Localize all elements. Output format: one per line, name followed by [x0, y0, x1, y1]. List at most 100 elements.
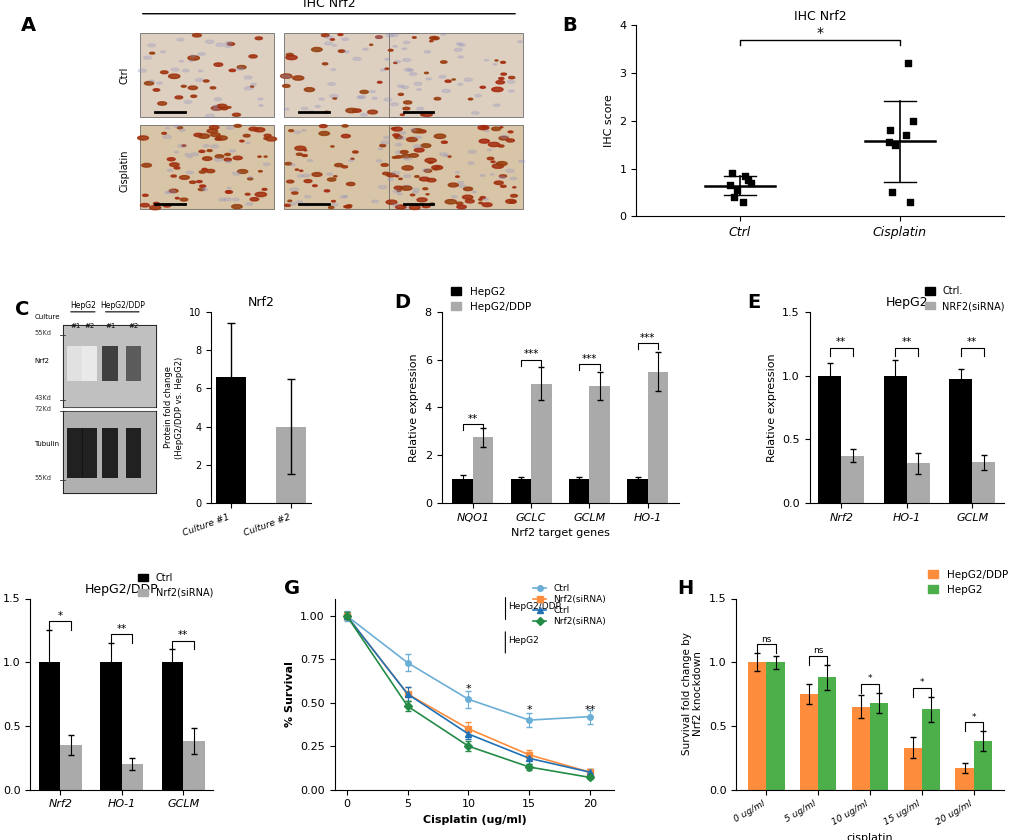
Point [729, 183, 745, 197]
Circle shape [138, 136, 148, 140]
Circle shape [342, 38, 349, 40]
Circle shape [217, 104, 227, 108]
Circle shape [518, 160, 524, 162]
Circle shape [168, 74, 179, 78]
Circle shape [302, 155, 307, 156]
Circle shape [485, 130, 489, 132]
Circle shape [204, 80, 209, 82]
Bar [800, 694, 818, 790]
Circle shape [425, 72, 428, 74]
Circle shape [380, 69, 386, 71]
Circle shape [448, 183, 458, 187]
Circle shape [393, 62, 396, 64]
Circle shape [390, 102, 399, 106]
Circle shape [289, 202, 296, 205]
Circle shape [199, 150, 205, 153]
Circle shape [227, 43, 234, 45]
Text: **: ** [967, 337, 977, 347]
Circle shape [171, 68, 179, 71]
Circle shape [464, 78, 473, 81]
Circle shape [330, 95, 339, 97]
Circle shape [216, 136, 227, 140]
Bar [67, 428, 83, 478]
Circle shape [351, 158, 354, 160]
Circle shape [245, 193, 250, 195]
Circle shape [427, 178, 436, 182]
Circle shape [311, 48, 322, 51]
Bar [818, 375, 842, 503]
Circle shape [344, 196, 348, 197]
Circle shape [418, 130, 426, 133]
Circle shape [393, 190, 401, 193]
Circle shape [480, 197, 486, 198]
Bar [569, 479, 589, 503]
Circle shape [391, 171, 400, 175]
Point [735, 195, 751, 208]
Circle shape [227, 107, 231, 108]
Circle shape [411, 129, 416, 130]
Circle shape [382, 172, 389, 175]
Circle shape [439, 76, 446, 78]
Circle shape [250, 86, 254, 87]
Circle shape [255, 128, 265, 132]
Bar [922, 709, 940, 790]
Circle shape [283, 85, 290, 87]
Circle shape [353, 151, 358, 153]
Bar [767, 662, 785, 790]
Circle shape [422, 205, 430, 207]
Circle shape [322, 63, 328, 65]
Text: *: * [920, 678, 924, 687]
Circle shape [387, 178, 393, 181]
Circle shape [402, 86, 409, 89]
Circle shape [165, 192, 169, 193]
Circle shape [404, 157, 412, 160]
Bar [63, 325, 156, 493]
Circle shape [245, 202, 252, 206]
Circle shape [407, 138, 418, 142]
Circle shape [211, 133, 220, 137]
Circle shape [232, 205, 242, 208]
Circle shape [388, 50, 393, 51]
Circle shape [386, 34, 394, 37]
Point [722, 179, 738, 192]
Circle shape [492, 164, 504, 168]
Circle shape [501, 61, 506, 63]
Circle shape [492, 127, 501, 130]
Text: *: * [816, 26, 823, 40]
Circle shape [171, 175, 176, 177]
Circle shape [229, 69, 235, 71]
Circle shape [227, 187, 231, 189]
Circle shape [167, 169, 172, 171]
Circle shape [304, 196, 310, 197]
Circle shape [185, 154, 190, 155]
Text: 43Kd: 43Kd [34, 395, 51, 401]
Circle shape [142, 164, 151, 167]
Circle shape [491, 161, 495, 163]
Circle shape [478, 126, 489, 129]
Circle shape [333, 97, 337, 99]
Circle shape [452, 79, 455, 80]
Circle shape [264, 138, 268, 139]
Circle shape [325, 36, 333, 39]
Text: G: G [284, 580, 300, 598]
Text: 55Kd: 55Kd [34, 475, 52, 481]
Circle shape [289, 129, 294, 132]
Circle shape [203, 144, 209, 147]
Text: #2: #2 [129, 323, 139, 329]
Circle shape [199, 188, 205, 191]
Circle shape [501, 185, 506, 187]
Circle shape [290, 188, 298, 192]
X-axis label: Nrf2 target genes: Nrf2 target genes [511, 528, 609, 538]
Circle shape [163, 135, 171, 139]
Circle shape [404, 41, 410, 44]
Circle shape [179, 176, 190, 180]
Circle shape [425, 158, 436, 163]
Circle shape [434, 97, 441, 100]
Circle shape [349, 160, 354, 161]
Circle shape [191, 153, 199, 156]
Circle shape [430, 36, 438, 39]
Circle shape [236, 67, 243, 71]
Circle shape [307, 160, 313, 161]
Circle shape [184, 101, 192, 103]
Circle shape [410, 72, 417, 76]
